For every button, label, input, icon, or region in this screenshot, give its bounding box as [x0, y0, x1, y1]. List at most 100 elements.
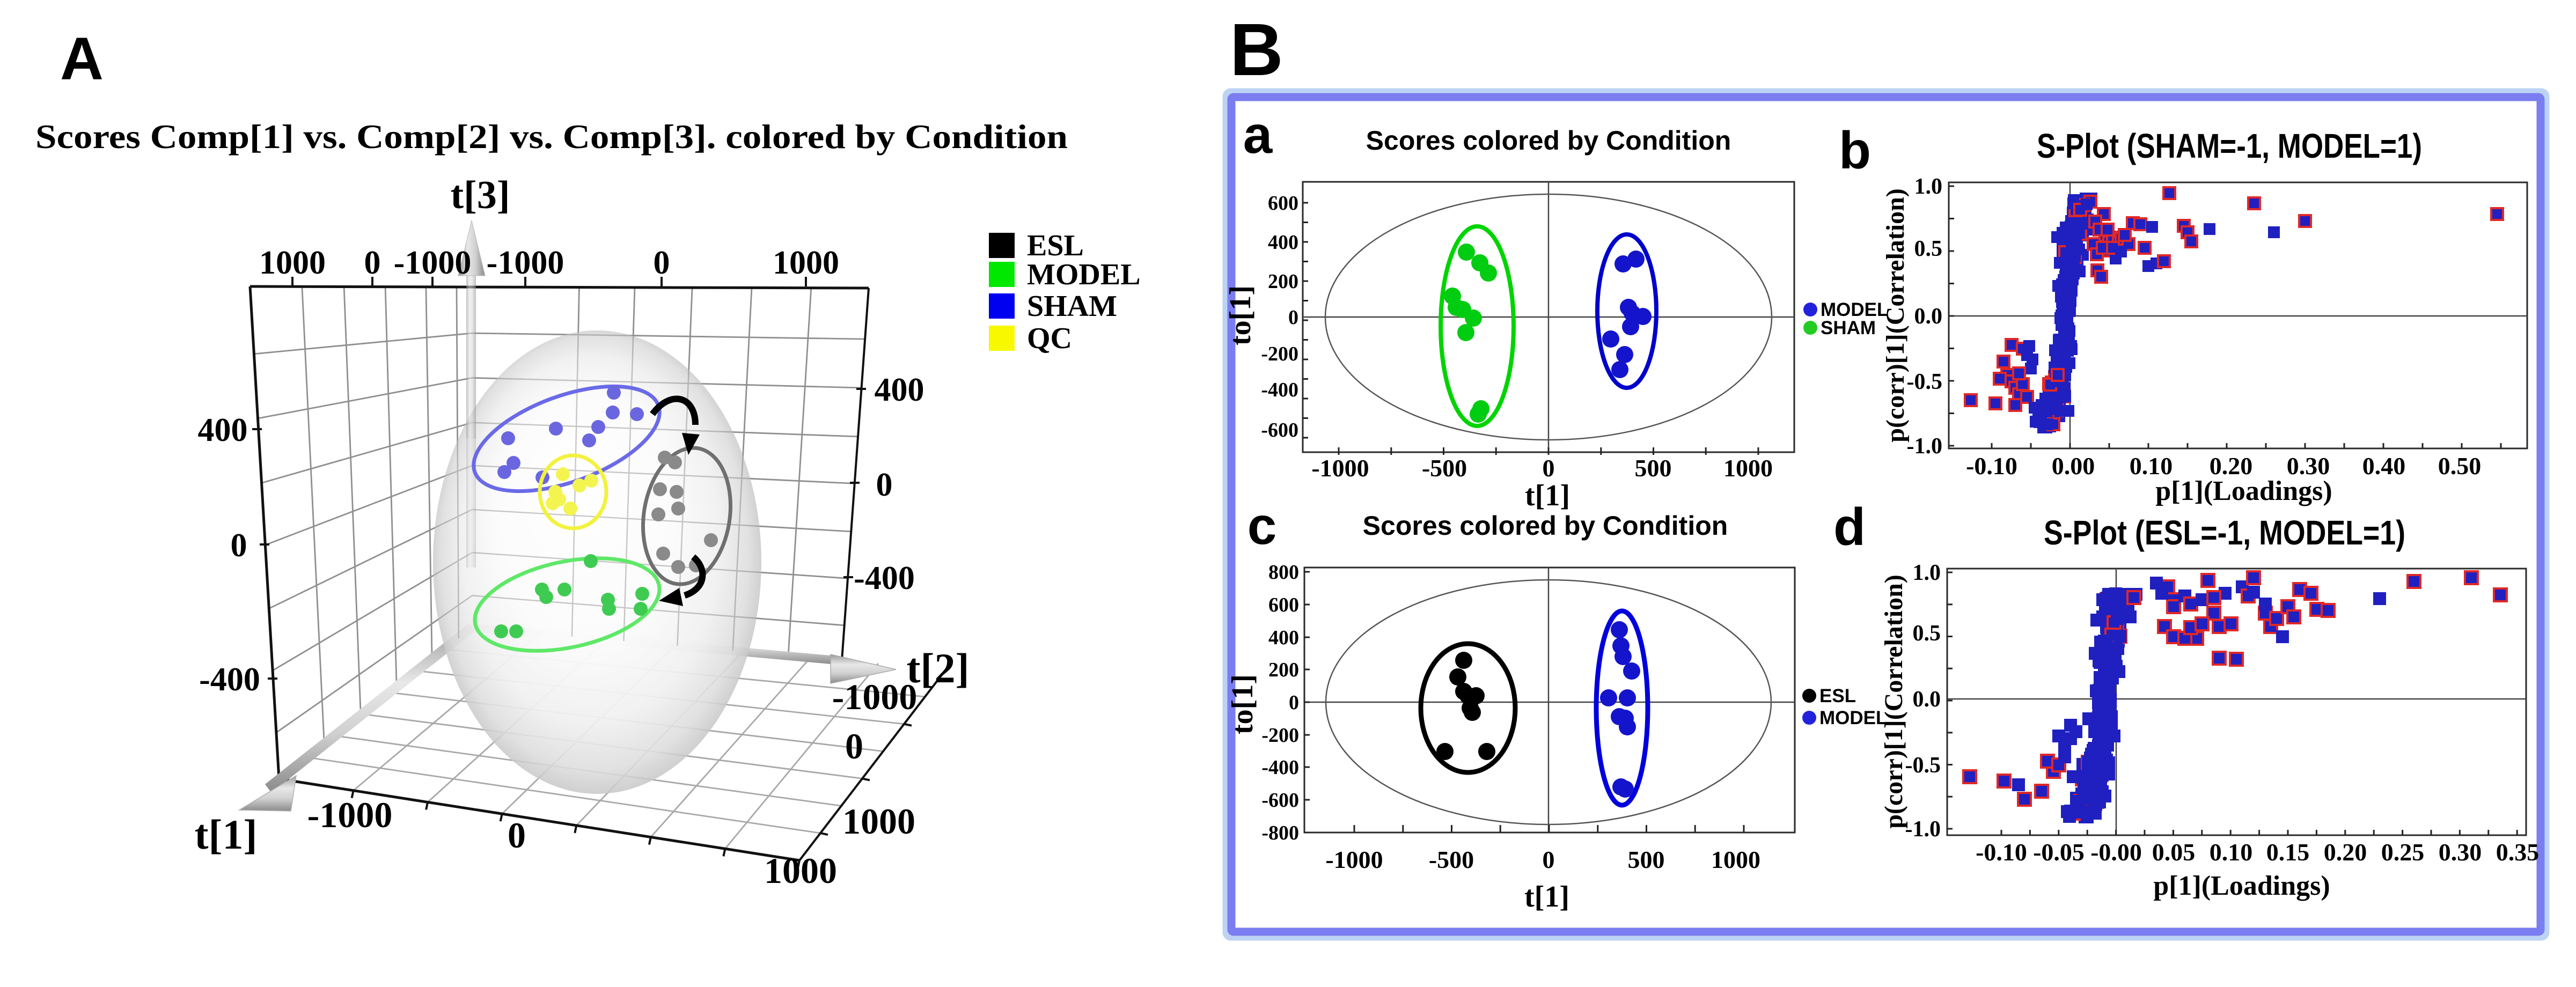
svg-text:1000: 1000	[1711, 846, 1760, 873]
svg-text:400: 400	[198, 412, 248, 448]
svg-text:SHAM: SHAM	[1027, 290, 1117, 323]
svg-text:p(corr)[1](Correlation): p(corr)[1](Correlation)	[1881, 188, 1910, 443]
svg-text:S-Plot (SHAM=-1, MODEL=1): S-Plot (SHAM=-1, MODEL=1)	[2037, 127, 2422, 165]
svg-text:to[1]: to[1]	[1226, 674, 1259, 734]
svg-text:0.30: 0.30	[2287, 452, 2330, 480]
svg-text:1000: 1000	[773, 245, 839, 281]
svg-text:-1000: -1000	[307, 794, 393, 835]
svg-text:200: 200	[1268, 659, 1299, 681]
svg-text:-0.5: -0.5	[1907, 370, 1943, 394]
svg-text:0: 0	[654, 245, 670, 281]
svg-text:a: a	[1243, 105, 1273, 164]
svg-text:B: B	[1230, 9, 1283, 91]
svg-text:-0.05: -0.05	[2033, 838, 2085, 866]
svg-text:-1.0: -1.0	[1905, 817, 1941, 842]
svg-text:1.0: 1.0	[1914, 174, 1943, 199]
svg-text:0.0: 0.0	[1914, 304, 1943, 329]
svg-text:0.10: 0.10	[2130, 452, 2173, 480]
svg-text:0.15: 0.15	[2266, 838, 2310, 866]
svg-text:t[2]: t[2]	[907, 645, 970, 691]
svg-text:0.0: 0.0	[1913, 687, 1941, 712]
svg-text:ESL: ESL	[1819, 686, 1856, 706]
svg-text:-500: -500	[1422, 454, 1467, 482]
svg-text:-500: -500	[1429, 846, 1474, 873]
svg-text:p[1](Loadings): p[1](Loadings)	[2155, 476, 2332, 506]
svg-text:b: b	[1839, 121, 1871, 180]
svg-text:600: 600	[1268, 594, 1299, 616]
svg-text:MODEL: MODEL	[1027, 258, 1141, 291]
svg-text:0.20: 0.20	[2324, 838, 2367, 866]
svg-text:-400: -400	[1261, 379, 1298, 401]
svg-text:MODEL: MODEL	[1819, 708, 1887, 728]
svg-text:-600: -600	[1261, 789, 1299, 812]
svg-text:p(corr)[1](Correlation): p(corr)[1](Correlation)	[1880, 574, 1908, 829]
svg-text:-1000: -1000	[1325, 846, 1383, 873]
svg-text:ESL: ESL	[1027, 229, 1084, 262]
svg-text:-1.0: -1.0	[1907, 434, 1943, 459]
svg-text:QC: QC	[1027, 322, 1072, 355]
svg-text:0.10: 0.10	[2210, 838, 2253, 866]
svg-text:0: 0	[508, 815, 526, 856]
svg-text:0: 0	[1288, 306, 1298, 329]
svg-text:Scores colored by Condition: Scores colored by Condition	[1366, 126, 1731, 156]
svg-text:-800: -800	[1261, 822, 1299, 844]
svg-text:1000: 1000	[259, 245, 326, 281]
svg-text:0: 0	[1289, 691, 1299, 714]
svg-text:-1000: -1000	[394, 245, 472, 281]
svg-text:0.35: 0.35	[2496, 838, 2540, 866]
svg-text:d: d	[1833, 497, 1866, 556]
svg-text:0: 0	[876, 467, 893, 503]
svg-text:400: 400	[875, 372, 924, 408]
svg-text:t[3]: t[3]	[451, 173, 510, 217]
svg-text:-0.10: -0.10	[1976, 838, 2027, 866]
svg-text:500: 500	[1635, 454, 1672, 482]
svg-text:200: 200	[1268, 270, 1298, 293]
svg-text:c: c	[1247, 496, 1277, 555]
svg-text:-200: -200	[1261, 724, 1299, 747]
svg-text:0: 0	[845, 726, 863, 767]
svg-text:1000: 1000	[842, 801, 915, 842]
svg-text:-0.5: -0.5	[1905, 753, 1941, 778]
svg-text:Scores colored by Condition: Scores colored by Condition	[1363, 511, 1728, 541]
svg-text:0.05: 0.05	[2152, 838, 2196, 866]
svg-text:800: 800	[1268, 561, 1299, 584]
svg-text:t[1]: t[1]	[1525, 479, 1570, 512]
svg-text:A: A	[60, 25, 104, 92]
svg-text:400: 400	[1268, 627, 1299, 649]
svg-text:1000: 1000	[1723, 454, 1773, 482]
svg-text:500: 500	[1628, 846, 1665, 873]
svg-text:0.30: 0.30	[2439, 838, 2482, 866]
svg-text:SHAM: SHAM	[1821, 318, 1876, 338]
svg-text:-1000: -1000	[1311, 454, 1369, 482]
svg-text:0: 0	[364, 245, 381, 281]
svg-text:-600: -600	[1261, 419, 1298, 441]
svg-text:t[1]: t[1]	[1524, 880, 1569, 914]
svg-text:0.5: 0.5	[1913, 621, 1941, 646]
svg-text:0: 0	[1543, 454, 1555, 482]
svg-text:p[1](Loadings): p[1](Loadings)	[2153, 871, 2330, 901]
svg-text:-200: -200	[1261, 343, 1298, 365]
svg-text:600: 600	[1268, 192, 1298, 215]
svg-text:0: 0	[1543, 846, 1555, 873]
svg-text:to[1]: to[1]	[1224, 285, 1257, 345]
svg-text:0.20: 0.20	[2210, 452, 2253, 480]
svg-text:Scores Comp[1] vs. Comp[2] vs.: Scores Comp[1] vs. Comp[2] vs. Comp[3]. …	[35, 117, 1068, 156]
svg-text:-400: -400	[854, 560, 915, 596]
svg-text:-400: -400	[1261, 756, 1299, 779]
svg-text:0.00: 0.00	[2052, 452, 2095, 480]
svg-text:1000: 1000	[764, 850, 837, 891]
svg-text:-1000: -1000	[487, 245, 564, 281]
svg-text:t[1]: t[1]	[195, 811, 258, 858]
svg-text:0.25: 0.25	[2381, 838, 2425, 866]
svg-text:-1000: -1000	[832, 676, 918, 717]
svg-text:MODEL: MODEL	[1821, 299, 1888, 320]
svg-text:1.0: 1.0	[1913, 561, 1941, 585]
svg-text:S-Plot (ESL=-1, MODEL=1): S-Plot (ESL=-1, MODEL=1)	[2044, 513, 2405, 552]
svg-text:-0.00: -0.00	[2090, 838, 2142, 866]
svg-text:0.5: 0.5	[1914, 237, 1943, 261]
svg-text:400: 400	[1268, 231, 1298, 254]
svg-text:0.40: 0.40	[2362, 452, 2406, 480]
svg-text:0.50: 0.50	[2438, 452, 2482, 480]
svg-text:-0.10: -0.10	[1966, 452, 2017, 480]
svg-text:-400: -400	[199, 661, 260, 698]
